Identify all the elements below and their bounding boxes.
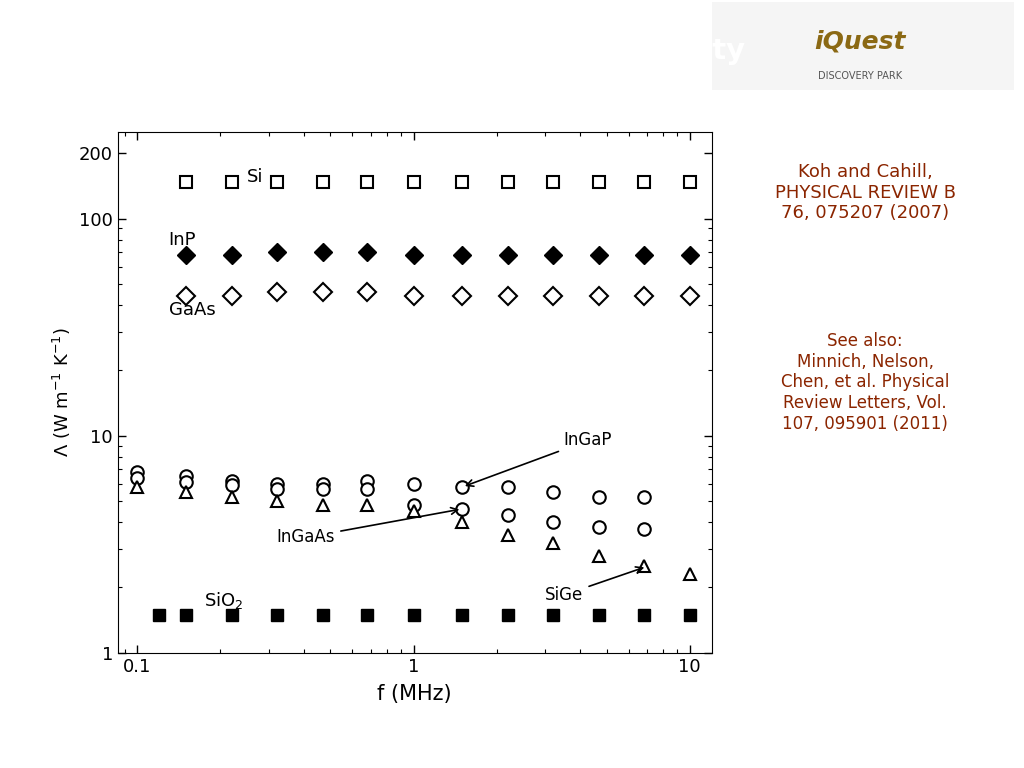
Text: InP: InP bbox=[169, 230, 197, 249]
Text: GaAs: GaAs bbox=[169, 301, 215, 319]
Text: DISCOVERY PARK: DISCOVERY PARK bbox=[818, 71, 902, 81]
Text: Si: Si bbox=[247, 168, 264, 186]
Text: PURDUE
UNIVERSITY: PURDUE UNIVERSITY bbox=[80, 737, 125, 756]
Text: A. Shakouri nanoHUB-U Fall 2013: A. Shakouri nanoHUB-U Fall 2013 bbox=[362, 728, 662, 746]
Text: InGaAs: InGaAs bbox=[276, 508, 458, 546]
Text: SiO$_2$: SiO$_2$ bbox=[205, 590, 244, 611]
Text: Koh and Cahill,
PHYSICAL REVIEW B
76, 075207 (2007): Koh and Cahill, PHYSICAL REVIEW B 76, 07… bbox=[775, 163, 955, 223]
Text: 19: 19 bbox=[956, 728, 983, 746]
Text: SiGe: SiGe bbox=[546, 567, 643, 604]
Text: NANOHUB: NANOHUB bbox=[36, 723, 87, 733]
FancyBboxPatch shape bbox=[712, 2, 1014, 91]
Text: Frequency-Dependent Thermal Conductivity: Frequency-Dependent Thermal Conductivity bbox=[20, 37, 745, 65]
Y-axis label: $\Lambda$ (W m$^{-1}$ K$^{-1}$): $\Lambda$ (W m$^{-1}$ K$^{-1}$) bbox=[51, 328, 74, 457]
Text: See also:
Minnich, Nelson,
Chen, et al. Physical
Review Letters, Vol.
107, 09590: See also: Minnich, Nelson, Chen, et al. … bbox=[781, 332, 949, 433]
Text: InGaP: InGaP bbox=[467, 432, 612, 486]
X-axis label: f (MHz): f (MHz) bbox=[378, 684, 452, 704]
Text: iQuest: iQuest bbox=[814, 29, 906, 54]
